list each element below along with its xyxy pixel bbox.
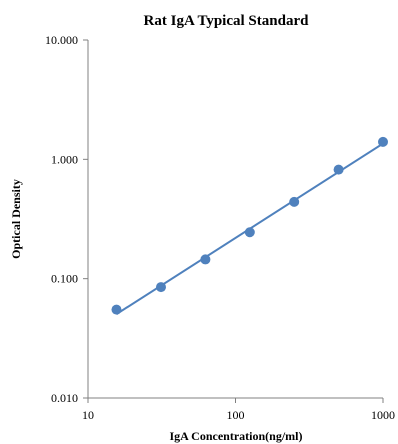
data-point	[155, 282, 166, 293]
data-point	[244, 227, 255, 238]
data-points	[111, 136, 388, 315]
y-tick-label: 1.000	[51, 152, 78, 166]
x-tick-label: 10	[82, 408, 94, 422]
data-point	[333, 164, 344, 175]
data-point	[378, 136, 388, 147]
plot-area: 10.000 1.000 0.100 0.010 10 100 1000	[45, 33, 395, 422]
y-tick-label: 0.010	[51, 391, 78, 405]
y-tick-label: 10.000	[45, 33, 78, 47]
y-axis-title: Optical Density	[9, 179, 23, 259]
x-tick-label: 1000	[371, 408, 395, 422]
data-point	[111, 304, 122, 315]
x-tick-label: 100	[227, 408, 245, 422]
y-tick-label: 0.100	[51, 272, 78, 286]
chart-title: Rat IgA Typical Standard	[144, 13, 310, 29]
axis-ticks: 10.000 1.000 0.100 0.010 10 100 1000	[45, 33, 395, 422]
data-point	[289, 196, 300, 207]
data-point	[200, 254, 211, 265]
x-axis-title: IgA Concentration(ng/ml)	[170, 429, 303, 443]
